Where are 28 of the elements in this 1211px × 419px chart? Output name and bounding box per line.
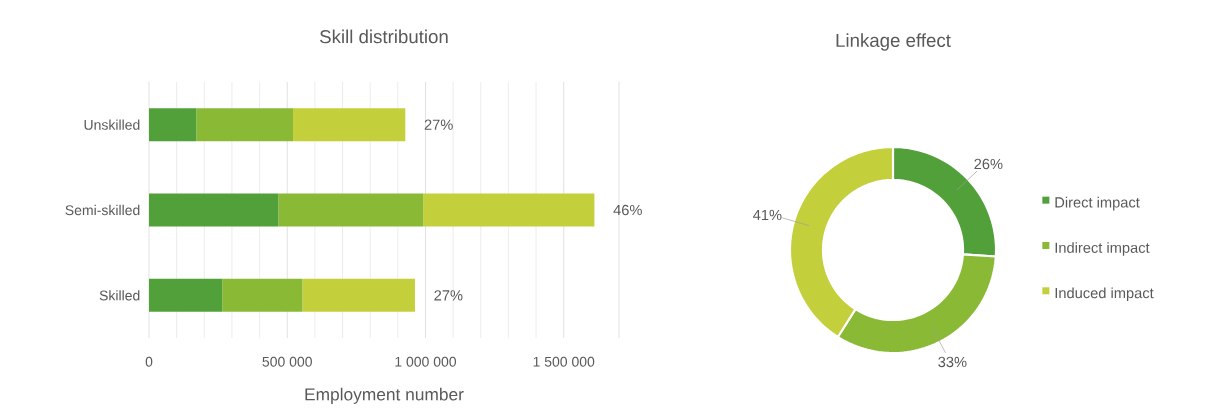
legend-label: Direct impact bbox=[1055, 196, 1140, 211]
x-axis-title: Employment number bbox=[305, 387, 464, 404]
chart-title: Linkage effect bbox=[836, 33, 951, 51]
x-tick-label: 500 000 bbox=[262, 356, 312, 367]
bar bbox=[222, 278, 303, 312]
bar bbox=[423, 193, 595, 227]
y-tick-label: Unskilled bbox=[84, 119, 140, 130]
annotation: 27% bbox=[434, 290, 463, 301]
x-tick-label: 0 bbox=[145, 356, 153, 367]
annotation: 46% bbox=[613, 204, 642, 216]
y-tick-label: Skilled bbox=[99, 290, 140, 301]
bar bbox=[149, 108, 197, 142]
bar bbox=[149, 278, 223, 312]
data-label: 41% bbox=[753, 209, 782, 221]
bar bbox=[302, 278, 415, 312]
data-label: 26% bbox=[974, 158, 1003, 170]
x-tick-label: 1 000 000 bbox=[395, 356, 457, 367]
bar bbox=[278, 193, 424, 227]
legend-label: Induced impact bbox=[1055, 287, 1154, 302]
bar bbox=[293, 108, 406, 142]
x-tick-label: 1 500 000 bbox=[533, 356, 595, 367]
y-tick-label: Semi-skilled bbox=[65, 204, 140, 216]
chart-title: Skill distribution bbox=[320, 29, 448, 44]
data-label: 33% bbox=[938, 356, 967, 368]
bar bbox=[196, 108, 294, 142]
bar bbox=[149, 193, 279, 227]
legend-label: Indirect impact bbox=[1055, 242, 1150, 256]
annotation: 27% bbox=[424, 119, 453, 130]
